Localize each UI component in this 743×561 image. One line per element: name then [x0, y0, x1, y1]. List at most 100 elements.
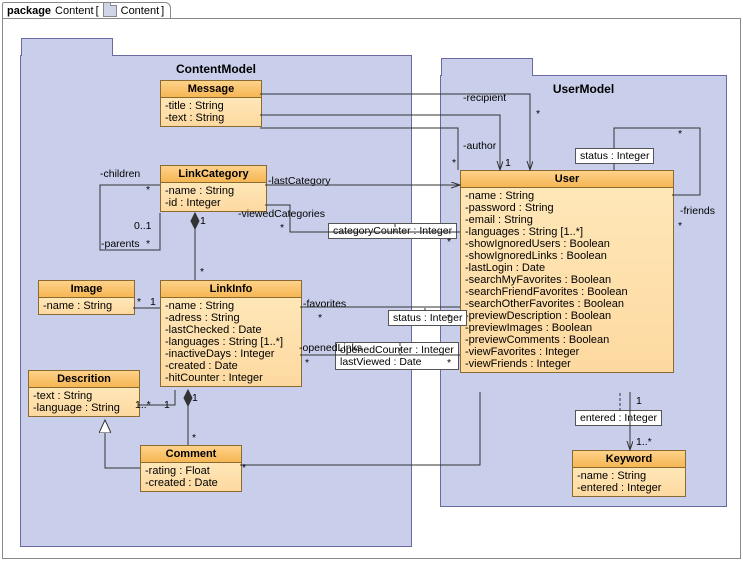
attr: -name : String	[165, 300, 297, 312]
mult: *	[305, 357, 309, 369]
mult: 1..*	[636, 436, 652, 448]
attr: -previewImages : Boolean	[465, 322, 669, 334]
package-name: Content	[55, 5, 94, 17]
mult: *	[280, 222, 284, 234]
role-openedlinks: -openedLinks	[299, 342, 362, 354]
class-description: Descrition -text : String -language : St…	[28, 370, 140, 417]
role-author: -author	[463, 140, 496, 152]
package-tab	[21, 38, 113, 56]
attr: -name : String	[577, 470, 681, 482]
attr: -showIgnoredUsers : Boolean	[465, 238, 669, 250]
attr: -language : String	[33, 402, 135, 414]
class-attrs: -name : String	[39, 298, 134, 314]
attr: -rating : Float	[145, 465, 237, 477]
attr: -viewFavorites : Integer	[465, 346, 669, 358]
class-name: Keyword	[573, 451, 685, 468]
attr: -password : String	[465, 202, 669, 214]
package-tab	[441, 58, 533, 76]
mult: *	[678, 128, 682, 140]
attr: -adress : String	[165, 312, 297, 324]
class-attrs: -title : String -text : String	[161, 98, 261, 126]
attr: -hitCounter : Integer	[165, 372, 297, 384]
assoc-status-friends: status : Integer	[575, 148, 654, 164]
mult: *	[447, 357, 451, 369]
role-favorites: -favorites	[303, 298, 346, 310]
mult: *	[192, 432, 196, 444]
mult: *	[242, 462, 246, 474]
mult: *	[137, 296, 141, 308]
mult: *	[536, 108, 540, 120]
package-header: package Content [ Content ]	[2, 2, 171, 19]
attr: -inactiveDays : Integer	[165, 348, 297, 360]
attr: -lastChecked : Date	[165, 324, 297, 336]
package-icon	[103, 5, 117, 17]
mult: *	[200, 266, 204, 278]
attr: -name : String	[165, 185, 262, 197]
attr: -created : Date	[165, 360, 297, 372]
class-attrs: -name : String -entered : Integer	[573, 468, 685, 496]
attr: -title : String	[165, 100, 257, 112]
attr: -searchFriendFavorites : Boolean	[465, 286, 669, 298]
mult: 1	[192, 392, 198, 404]
attr: -previewComments : Boolean	[465, 334, 669, 346]
mult: *	[318, 312, 322, 324]
attr: -previewDescription : Boolean	[465, 310, 669, 322]
package-keyword: package	[7, 5, 51, 17]
role-lastcategory: -lastCategory	[268, 175, 330, 187]
class-name: Descrition	[29, 371, 139, 388]
class-name: LinkCategory	[161, 166, 266, 183]
mult: 1..*	[135, 399, 151, 411]
class-attrs: -name : String -id : Integer	[161, 183, 266, 211]
class-name: User	[461, 171, 673, 188]
package-title: ContentModel	[21, 62, 411, 76]
attr: -entered : Integer	[577, 482, 681, 494]
mult: *	[678, 220, 682, 232]
mult: 0..1	[134, 220, 152, 232]
mult: 1	[200, 215, 206, 227]
role-recipient: -recipient	[463, 92, 506, 104]
attr: -text : String	[33, 390, 135, 402]
attr: -languages : String [1..*]	[465, 226, 669, 238]
assoc-categorycounter: categoryCounter : Integer	[328, 223, 457, 239]
mult: *	[146, 238, 150, 250]
class-name: Image	[39, 281, 134, 298]
mult: *	[447, 236, 451, 248]
attr: -created : Date	[145, 477, 237, 489]
class-attrs: -text : String -language : String	[29, 388, 139, 416]
assoc-entered: entered : Integer	[575, 410, 662, 426]
package-icon-label: Content	[121, 5, 160, 17]
class-keyword: Keyword -name : String -entered : Intege…	[572, 450, 686, 497]
class-message: Message -title : String -text : String	[160, 80, 262, 127]
class-attrs: -rating : Float -created : Date	[141, 463, 241, 491]
assoc-line: lastViewed : Date	[340, 356, 454, 368]
attr: -lastLogin : Date	[465, 262, 669, 274]
class-comment: Comment -rating : Float -created : Date	[140, 445, 242, 492]
role-children: -children	[100, 168, 140, 180]
role-friends: -friends	[680, 205, 715, 217]
mult: 1	[150, 296, 156, 308]
mult: 1	[164, 399, 170, 411]
attr: -showIgnoredLinks : Boolean	[465, 250, 669, 262]
class-name: LinkInfo	[161, 281, 301, 298]
class-name: Message	[161, 81, 261, 98]
bracket-open: [	[96, 5, 99, 17]
class-image: Image -name : String	[38, 280, 135, 315]
class-attrs: -name : String -password : String -email…	[461, 188, 673, 372]
bracket-close: ]	[161, 5, 164, 17]
attr: -languages : String [1..*]	[165, 336, 297, 348]
canvas: package Content [ Content ] ContentModel…	[0, 0, 743, 561]
role-parents: -parents	[101, 238, 140, 250]
attr: -viewFriends : Integer	[465, 358, 669, 370]
mult: 1	[636, 395, 642, 407]
mult: 1	[505, 157, 511, 169]
class-linkinfo: LinkInfo -name : String -adress : String…	[160, 280, 302, 387]
class-linkcategory: LinkCategory -name : String -id : Intege…	[160, 165, 267, 212]
class-user: User -name : String -password : String -…	[460, 170, 674, 373]
mult: *	[452, 157, 456, 169]
role-viewedcategories: -viewedCategories	[238, 208, 325, 220]
class-name: Comment	[141, 446, 241, 463]
attr: -text : String	[165, 112, 257, 124]
mult: *	[146, 184, 150, 196]
assoc-status-favorites: status : Integer	[388, 310, 467, 326]
attr: -searchMyFavorites : Boolean	[465, 274, 669, 286]
